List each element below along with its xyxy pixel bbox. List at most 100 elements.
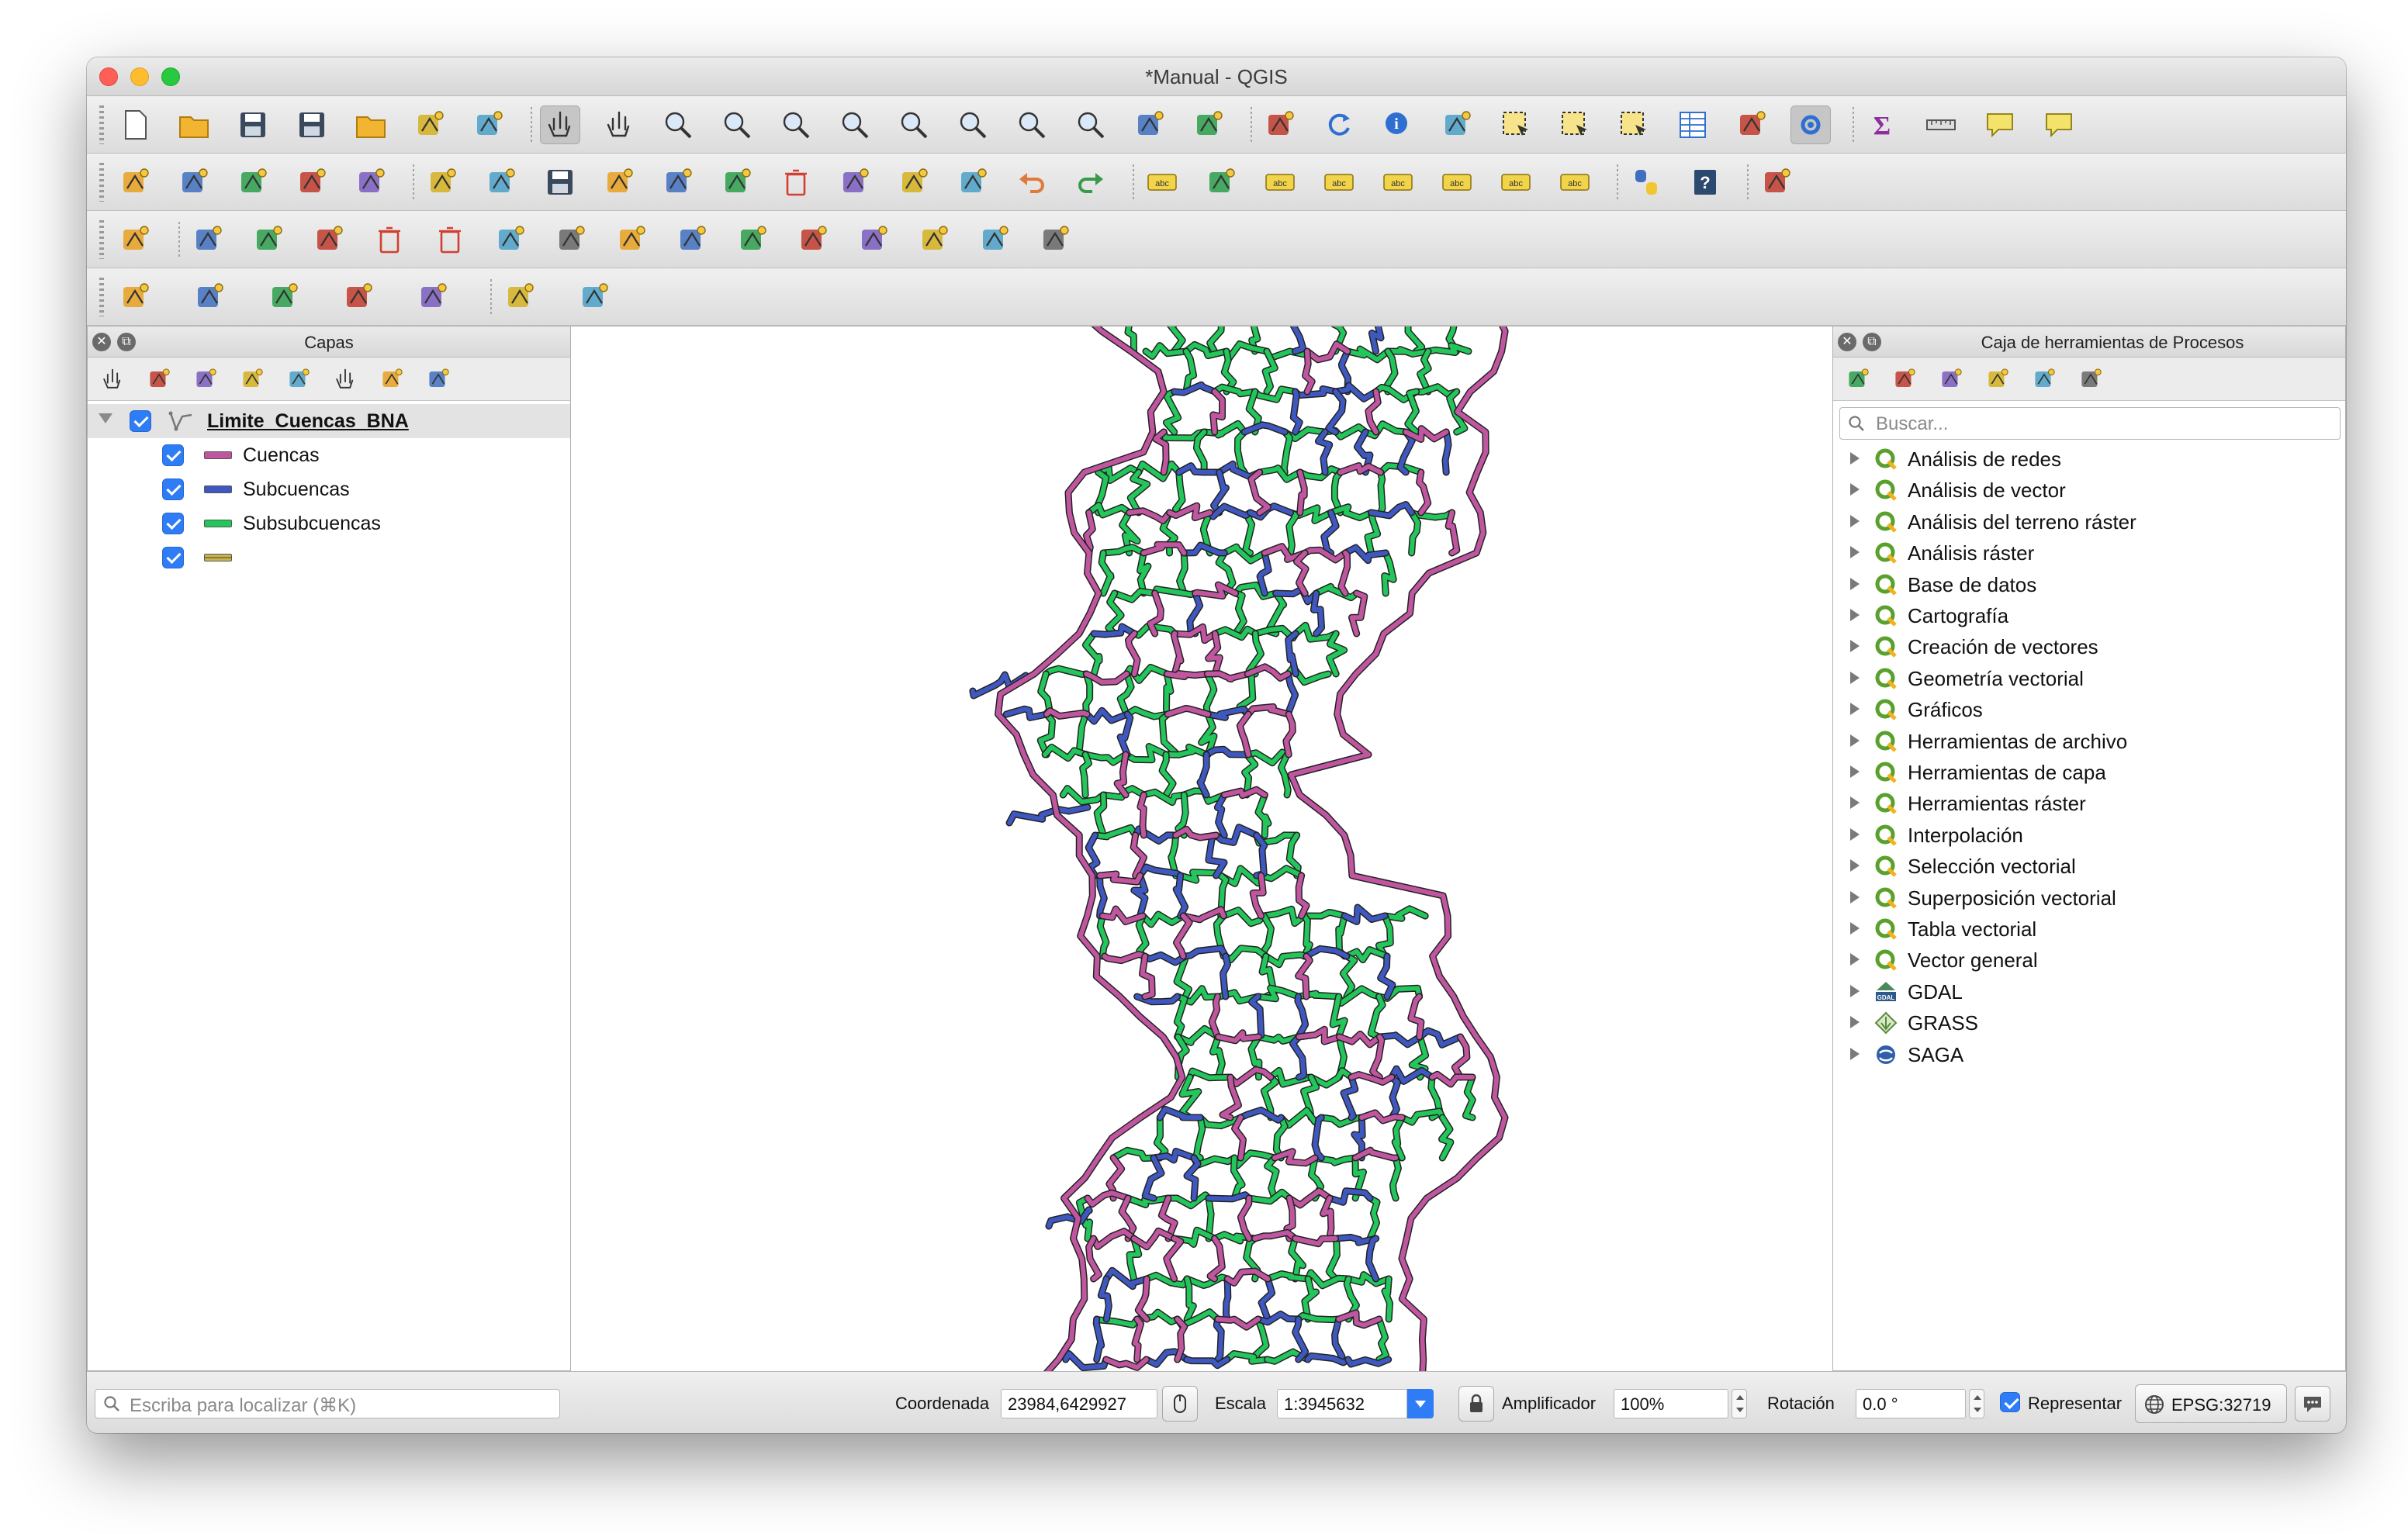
georef-ellipse-button[interactable]	[264, 278, 304, 316]
delete-selected-button[interactable]	[776, 163, 816, 202]
provider-row[interactable]: Vector general	[1833, 944, 2345, 975]
simplify-button[interactable]	[914, 220, 954, 259]
remove-layer-button[interactable]	[423, 364, 454, 395]
pan-button[interactable]	[540, 105, 580, 144]
rotation-spinner[interactable]	[1969, 1389, 1984, 1418]
refresh-button[interactable]	[1319, 105, 1359, 144]
cut-features-button[interactable]	[835, 163, 875, 202]
merge-features-button[interactable]	[732, 220, 773, 259]
collapse-all-button[interactable]	[376, 364, 407, 395]
offset-curve-button[interactable]	[551, 220, 591, 259]
trim-extend-button[interactable]	[1035, 220, 1075, 259]
provider-row[interactable]: Análisis ráster	[1833, 537, 2345, 568]
zoom-full-button[interactable]	[835, 105, 875, 144]
measure-button[interactable]	[1921, 105, 1961, 144]
change-label-button[interactable]: abc	[1555, 163, 1595, 202]
expand-all-button[interactable]	[330, 364, 361, 395]
python-console-button[interactable]	[1626, 163, 1666, 202]
provider-row[interactable]: Selección vectorial	[1833, 850, 2345, 881]
data-source-manager-button[interactable]	[115, 163, 155, 202]
layer-row[interactable]: Subcuencas	[88, 472, 570, 506]
zoom-next-button[interactable]	[1071, 105, 1111, 144]
attribute-table-button[interactable]	[1673, 105, 1713, 144]
add-group-button[interactable]	[144, 364, 175, 395]
new-shapefile-button[interactable]	[233, 163, 273, 202]
layer-row[interactable]: Subsubcuencas	[88, 506, 570, 541]
scale-dropdown-button[interactable]	[1407, 1389, 1434, 1418]
current-edits-button[interactable]	[422, 163, 462, 202]
provider-row[interactable]: GDAL GDAL	[1833, 976, 2345, 1007]
map-tips-button[interactable]	[1260, 105, 1300, 144]
digitize-button[interactable]	[599, 163, 639, 202]
layer-row[interactable]: Cuencas	[88, 438, 570, 472]
provider-row[interactable]: Análisis de redes	[1833, 443, 2345, 474]
style-panel-button[interactable]	[97, 364, 128, 395]
select-by-value-button[interactable]	[1555, 105, 1595, 144]
merge-attributes-button[interactable]	[793, 220, 833, 259]
undo-button[interactable]	[1012, 163, 1052, 202]
text-annotation-button[interactable]	[2039, 105, 2079, 144]
float-panel-icon[interactable]: ⧉	[1863, 333, 1881, 351]
provider-row[interactable]: Tabla vectorial	[1833, 913, 2345, 944]
expand-arrow-icon[interactable]	[1850, 703, 1860, 716]
toolbar-grip[interactable]	[99, 220, 104, 259]
highlight-pinned-labels-button[interactable]: abc	[1260, 163, 1300, 202]
expand-arrow-icon[interactable]	[1850, 1047, 1860, 1060]
expand-arrow-icon[interactable]	[1850, 796, 1860, 810]
save-edits-button[interactable]	[540, 163, 580, 202]
provider-row[interactable]: Análisis del terreno ráster	[1833, 506, 2345, 537]
save-as-button[interactable]	[292, 105, 332, 144]
layer-row[interactable]	[88, 541, 570, 575]
toolbar-grip[interactable]	[99, 163, 104, 202]
toolbar-grip[interactable]	[99, 278, 104, 316]
pin-labels-button[interactable]: abc	[1319, 163, 1359, 202]
georef-point-button[interactable]	[115, 278, 155, 316]
save-project-button[interactable]	[233, 105, 273, 144]
zoom-to-layer-button[interactable]	[953, 105, 993, 144]
scripts-button[interactable]	[1889, 364, 1920, 395]
diagram-button[interactable]	[1201, 163, 1241, 202]
split-parts-button[interactable]	[672, 220, 712, 259]
provider-row[interactable]: SAGA	[1833, 1038, 2345, 1069]
zoom-last-button[interactable]	[1012, 105, 1052, 144]
new-bookmark-button[interactable]	[1130, 105, 1170, 144]
provider-row[interactable]: Herramientas ráster	[1833, 787, 2345, 818]
expand-arrow-icon[interactable]	[1850, 640, 1860, 653]
annotation-button[interactable]	[1980, 105, 2020, 144]
open-project-button[interactable]	[174, 105, 214, 144]
layer-visibility-checkbox[interactable]	[162, 479, 184, 500]
float-panel-icon[interactable]: ⧉	[117, 333, 136, 351]
expand-arrow-icon[interactable]	[1850, 984, 1860, 997]
layout-manager-button[interactable]	[410, 105, 450, 144]
coordinate-field[interactable]: 23984,6429927	[1001, 1389, 1157, 1418]
layer-group-row[interactable]: Limite_Cuencas_BNA	[88, 404, 570, 438]
layer-visibility-checkbox[interactable]	[162, 547, 184, 568]
select-features-button[interactable]	[1496, 105, 1536, 144]
options-button[interactable]	[2075, 364, 2106, 395]
crs-button[interactable]: EPSG:32719	[2135, 1384, 2287, 1423]
models-button[interactable]	[1842, 364, 1873, 395]
magnifier-spinner[interactable]	[1732, 1389, 1747, 1418]
expand-arrow-icon[interactable]	[1850, 953, 1860, 966]
filter-legend-button[interactable]	[237, 364, 268, 395]
expand-arrow-icon[interactable]	[1850, 1016, 1860, 1029]
close-panel-icon[interactable]: ✕	[1838, 333, 1856, 351]
layer-visibility-checkbox[interactable]	[162, 513, 184, 534]
provider-row[interactable]: Herramientas de capa	[1833, 756, 2345, 787]
close-window-button[interactable]	[99, 67, 118, 86]
virtual-layer-button[interactable]	[351, 163, 391, 202]
messages-button[interactable]	[2295, 1386, 2330, 1422]
vertex-tool-button[interactable]	[658, 163, 698, 202]
expand-arrow-icon[interactable]	[1850, 859, 1860, 872]
reverse-line-button[interactable]	[974, 220, 1015, 259]
processing-toolbox-button[interactable]	[1790, 105, 1831, 144]
georef-circle-button[interactable]	[189, 278, 230, 316]
pan-to-selection-button[interactable]	[599, 105, 639, 144]
provider-row[interactable]: Creación de vectores	[1833, 631, 2345, 662]
scale-field[interactable]: 1:3945632	[1277, 1389, 1407, 1418]
reshape-button[interactable]	[490, 220, 531, 259]
add-part-button[interactable]	[309, 220, 349, 259]
run-action-button[interactable]	[1437, 105, 1477, 144]
render-checkbox[interactable]	[2000, 1392, 2020, 1412]
georef-polygon-button[interactable]	[413, 278, 453, 316]
